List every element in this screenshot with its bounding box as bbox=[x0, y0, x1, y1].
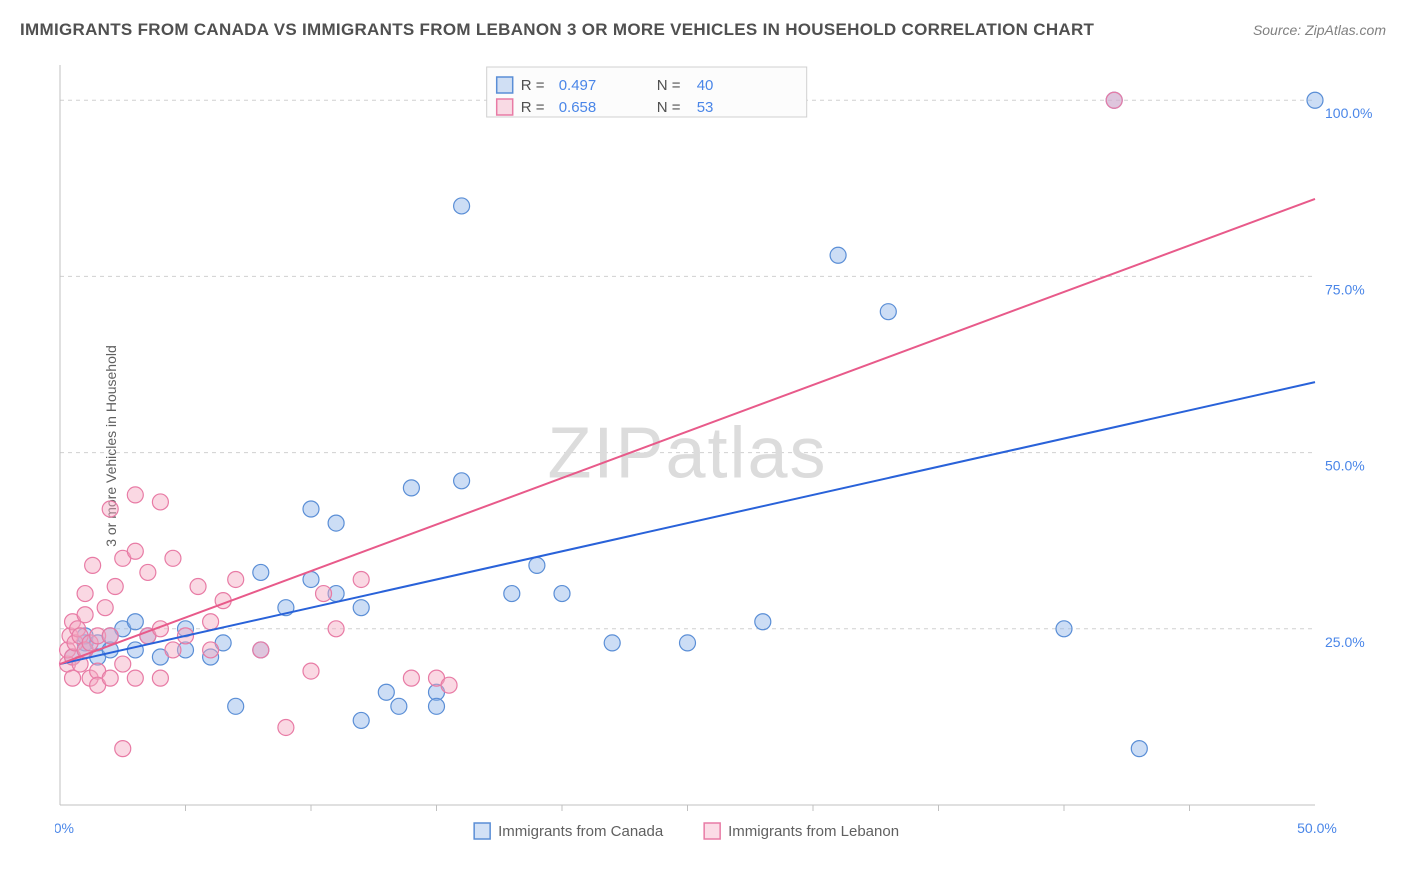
chart-area: 25.0% 50.0% 75.0% 100.0% ZIPatlas 0.0% 50.0% R … bbox=[55, 55, 1385, 845]
x-tick-label: 50.0% bbox=[1297, 820, 1337, 836]
data-point bbox=[403, 670, 419, 686]
data-point bbox=[880, 304, 896, 320]
data-point bbox=[190, 579, 206, 595]
y-tick-label: 25.0% bbox=[1325, 634, 1365, 650]
data-point bbox=[429, 698, 445, 714]
legend-swatch bbox=[497, 77, 513, 93]
data-point bbox=[316, 586, 332, 602]
data-point bbox=[454, 473, 470, 489]
x-tick-label: 0.0% bbox=[55, 820, 74, 836]
data-point bbox=[441, 677, 457, 693]
chart-svg: 25.0% 50.0% 75.0% 100.0% ZIPatlas 0.0% 50.0% R … bbox=[55, 55, 1385, 845]
data-point bbox=[85, 557, 101, 573]
data-point bbox=[529, 557, 545, 573]
legend-r-label: R = bbox=[521, 77, 545, 94]
data-point bbox=[77, 586, 93, 602]
data-point bbox=[504, 586, 520, 602]
bottom-legend-swatch bbox=[474, 823, 490, 839]
legend-n-label: N = bbox=[657, 99, 681, 116]
data-point bbox=[554, 586, 570, 602]
legend-n-value: 40 bbox=[697, 77, 714, 94]
data-point bbox=[152, 494, 168, 510]
data-point bbox=[328, 621, 344, 637]
bottom-legend-label: Immigrants from Lebanon bbox=[728, 823, 899, 840]
data-point bbox=[203, 642, 219, 658]
data-point bbox=[303, 663, 319, 679]
legend-r-value: 0.658 bbox=[559, 99, 597, 116]
data-point bbox=[115, 656, 131, 672]
data-point bbox=[353, 571, 369, 587]
data-point bbox=[253, 564, 269, 580]
data-point bbox=[102, 628, 118, 644]
legend-swatch bbox=[497, 99, 513, 115]
data-point bbox=[97, 600, 113, 616]
data-point bbox=[328, 515, 344, 531]
bottom-legend-label: Immigrants from Canada bbox=[498, 823, 664, 840]
y-tick-label: 100.0% bbox=[1325, 105, 1372, 121]
data-point bbox=[1106, 92, 1122, 108]
data-point bbox=[127, 670, 143, 686]
legend-r-value: 0.497 bbox=[559, 77, 597, 94]
data-point bbox=[140, 564, 156, 580]
trend-line bbox=[60, 199, 1315, 664]
data-point bbox=[353, 600, 369, 616]
legend-n-label: N = bbox=[657, 77, 681, 94]
data-point bbox=[127, 614, 143, 630]
data-point bbox=[228, 571, 244, 587]
data-point bbox=[378, 684, 394, 700]
data-point bbox=[115, 741, 131, 757]
bottom-legend-swatch bbox=[704, 823, 720, 839]
data-point bbox=[830, 247, 846, 263]
data-point bbox=[107, 579, 123, 595]
data-point bbox=[353, 712, 369, 728]
legend-n-value: 53 bbox=[697, 99, 714, 116]
data-point bbox=[454, 198, 470, 214]
y-tick-label: 75.0% bbox=[1325, 281, 1365, 297]
data-point bbox=[127, 642, 143, 658]
data-point bbox=[203, 614, 219, 630]
data-point bbox=[1131, 741, 1147, 757]
data-point bbox=[403, 480, 419, 496]
data-point bbox=[77, 607, 93, 623]
data-point bbox=[228, 698, 244, 714]
data-point bbox=[152, 670, 168, 686]
watermark: ZIPatlas bbox=[547, 414, 827, 494]
data-point bbox=[65, 670, 81, 686]
data-point bbox=[102, 501, 118, 517]
source-attribution: Source: ZipAtlas.com bbox=[1253, 22, 1386, 38]
data-point bbox=[165, 550, 181, 566]
data-point bbox=[680, 635, 696, 651]
data-point bbox=[253, 642, 269, 658]
legend-r-label: R = bbox=[521, 99, 545, 116]
data-point bbox=[165, 642, 181, 658]
y-tick-label: 50.0% bbox=[1325, 458, 1365, 474]
data-point bbox=[303, 501, 319, 517]
data-point bbox=[755, 614, 771, 630]
data-point bbox=[1056, 621, 1072, 637]
data-point bbox=[391, 698, 407, 714]
data-point bbox=[604, 635, 620, 651]
data-point bbox=[127, 487, 143, 503]
data-point bbox=[278, 719, 294, 735]
data-point bbox=[127, 543, 143, 559]
data-point bbox=[1307, 92, 1323, 108]
chart-title: IMMIGRANTS FROM CANADA VS IMMIGRANTS FRO… bbox=[20, 20, 1094, 40]
data-point bbox=[102, 670, 118, 686]
